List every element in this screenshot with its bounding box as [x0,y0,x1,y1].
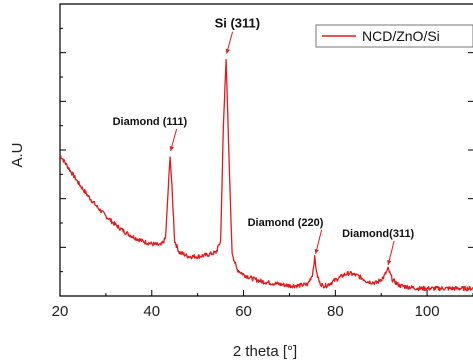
x-tick-label: 80 [327,303,344,320]
peak-annotation-arrowhead [314,249,319,254]
peak-annotation-arrowhead [387,260,392,265]
peak-annotation-arrowhead [225,48,230,54]
peak-annotation-label: Si (311) [215,16,261,31]
peak-annotation-label: Diamond (111) [113,116,188,128]
x-axis-ticks: 20 40 60 80 100 [52,290,473,320]
legend-box [315,24,473,48]
x-tick-label: 100 [415,303,440,320]
legend: NCD/ZnO/Si [315,24,473,48]
y-axis-ticks [60,3,473,297]
y-axis-title: A.U [9,142,26,167]
x-tick-label: 60 [235,303,252,320]
peak-annotation-label: Diamond(311) [342,228,414,240]
legend-label: NCD/ZnO/Si [362,28,440,44]
peak-annotation-arrowhead [169,146,174,151]
x-tick-label: 40 [143,303,160,320]
peak-annotations: Diamond (111) Si (311) Diamond (220) Diamon… [113,16,415,266]
x-tick-label: 20 [52,303,69,320]
plot-frame [59,3,473,297]
x-axis-title: 2 theta [°] [233,343,297,360]
peak-annotation-label: Diamond (220) [248,217,324,229]
plot-area: 20 40 60 80 100 Diamond (111)Si (311)Diamond… [52,3,473,320]
series-line-ncd-zno-si [59,58,473,292]
